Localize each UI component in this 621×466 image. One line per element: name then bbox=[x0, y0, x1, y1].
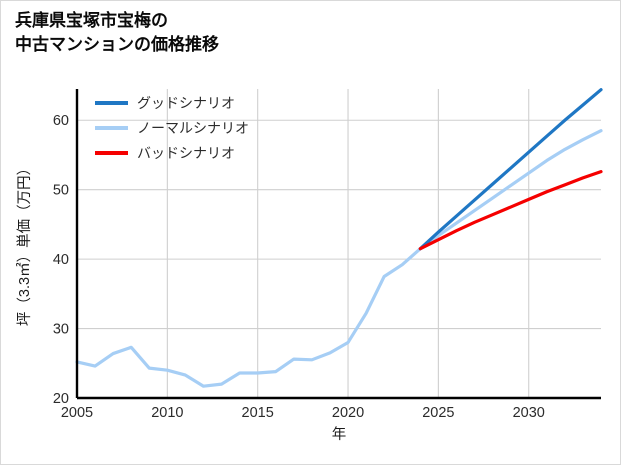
grid-lines bbox=[76, 89, 601, 399]
y-axis-tick-label: 40 bbox=[53, 252, 69, 268]
legend-label: バッドシナリオ bbox=[137, 145, 235, 161]
legend-label: グッドシナリオ bbox=[137, 95, 235, 111]
data-series-group bbox=[75, 88, 603, 388]
y-axis-tick-label: 20 bbox=[53, 391, 69, 407]
y-axis-title: 坪（3.3㎡）単価（万円） bbox=[16, 161, 33, 326]
series-line bbox=[75, 129, 603, 388]
axis-title-group: 年 坪（3.3㎡）単価（万円） bbox=[16, 161, 346, 443]
y-axis-tick-label: 60 bbox=[53, 113, 69, 129]
axis-group bbox=[75, 89, 601, 400]
y-axis-tick-label: 30 bbox=[53, 322, 69, 338]
y-axis-tick-label: 50 bbox=[53, 183, 69, 199]
x-axis-tick-label: 2005 bbox=[61, 405, 93, 421]
x-axis-tick-label: 2030 bbox=[513, 405, 545, 421]
x-axis-tick-label: 2025 bbox=[422, 405, 454, 421]
page-title: 兵庫県宝塚市宝梅の 中古マンションの価格推移 bbox=[15, 11, 219, 55]
x-axis-tick-label: 2015 bbox=[242, 405, 274, 421]
x-axis-tick-label: 2010 bbox=[151, 405, 183, 421]
legend-label: ノーマルシナリオ bbox=[137, 120, 249, 136]
x-axis-tick-label: 2020 bbox=[332, 405, 364, 421]
series-line bbox=[418, 88, 603, 251]
series-line bbox=[418, 170, 603, 251]
x-axis-title: 年 bbox=[332, 426, 347, 443]
